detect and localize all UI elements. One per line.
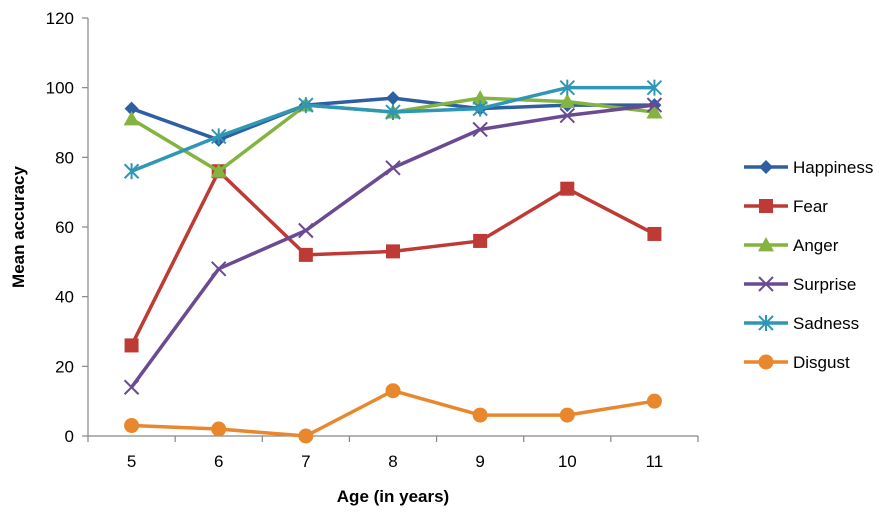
data-point-surprise [646, 97, 663, 113]
data-point-disgust [385, 383, 401, 399]
x-tick-label: 11 [646, 452, 664, 471]
legend-label: Sadness [793, 314, 859, 333]
data-point-disgust [298, 428, 314, 444]
data-point-disgust [646, 393, 662, 409]
legend-marker [758, 276, 774, 292]
data-point-sadness [646, 79, 663, 96]
x-tick-label: 6 [214, 452, 223, 471]
data-point-anger [559, 93, 576, 108]
y-tick-label: 20 [55, 357, 74, 376]
data-point-sadness [385, 104, 401, 121]
legend-item-anger: Anger [744, 236, 839, 255]
data-point-surprise [472, 121, 488, 138]
data-point-sadness [298, 97, 314, 114]
data-point-fear [647, 226, 662, 241]
legend-label: Fear [793, 197, 828, 216]
x-tick-label: 7 [301, 452, 310, 471]
data-point-fear [124, 338, 139, 353]
x-tick-label: 9 [475, 452, 484, 471]
legend-item-disgust: Disgust [744, 353, 850, 372]
data-point-anger [210, 163, 227, 178]
data-point-sadness [211, 128, 227, 145]
data-point-disgust [559, 407, 575, 423]
x-tick-labels: 5 6 7 8 9 10 11 [127, 452, 663, 471]
series-fear [124, 164, 662, 353]
y-axis-title: Mean accuracy [9, 166, 28, 288]
data-point-surprise [298, 222, 314, 239]
data-point-fear [298, 247, 313, 262]
legend-label: Surprise [793, 275, 856, 294]
legend-item-fear: Fear [744, 197, 828, 216]
legend-item-surprise: Surprise [744, 275, 856, 294]
data-point-sadness [123, 163, 140, 180]
legend-label: Anger [793, 236, 839, 255]
legend-item-sadness: Sadness [744, 314, 859, 333]
legend-marker [759, 160, 773, 174]
y-tick-label: 80 [55, 148, 74, 167]
data-point-disgust [211, 421, 227, 437]
legend-marker [758, 354, 774, 370]
data-point-surprise [211, 261, 227, 277]
legend-marker [758, 237, 774, 252]
series-surprise [123, 97, 663, 395]
data-point-surprise [123, 379, 140, 395]
y-tick-label: 100 [46, 79, 74, 98]
data-point-fear [386, 244, 400, 259]
y-tick-label: 40 [55, 288, 74, 307]
data-point-surprise [385, 160, 401, 176]
data-point-sadness [559, 79, 575, 96]
data-point-anger [646, 104, 663, 119]
data-point-fear [560, 181, 575, 196]
data-point-happiness [386, 91, 400, 106]
x-tick-label: 10 [558, 452, 577, 471]
data-point-sadness [472, 100, 488, 117]
legend-item-happiness: Happiness [744, 158, 873, 177]
y-tick-label: 120 [46, 9, 74, 28]
data-point-fear [473, 233, 488, 248]
data-point-surprise [559, 107, 575, 124]
data-point-disgust [124, 418, 140, 434]
series-disgust [124, 383, 662, 444]
x-tick-label: 5 [127, 452, 136, 471]
y-tick-label: 60 [55, 218, 74, 237]
x-tick-label: 8 [388, 452, 397, 471]
x-axis-title: Age (in years) [337, 487, 449, 506]
axes [82, 17, 699, 442]
series-layer [123, 79, 663, 444]
data-point-happiness [124, 101, 139, 116]
y-tick-labels: 0 20 40 60 80 100 120 [46, 9, 74, 446]
y-tick-marks [82, 17, 88, 437]
y-tick-label: 0 [65, 427, 74, 446]
legend-label: Happiness [793, 158, 873, 177]
legend-marker [758, 315, 774, 331]
legend-marker [759, 199, 773, 213]
series-sadness [123, 79, 663, 180]
data-point-disgust [472, 407, 488, 423]
data-point-anger [472, 90, 489, 105]
x-tick-marks [87, 436, 699, 442]
legend-label: Disgust [793, 353, 850, 372]
legend: Happiness Fear Anger Surprise Sadness Disgust [744, 158, 873, 372]
data-point-anger [123, 111, 140, 126]
